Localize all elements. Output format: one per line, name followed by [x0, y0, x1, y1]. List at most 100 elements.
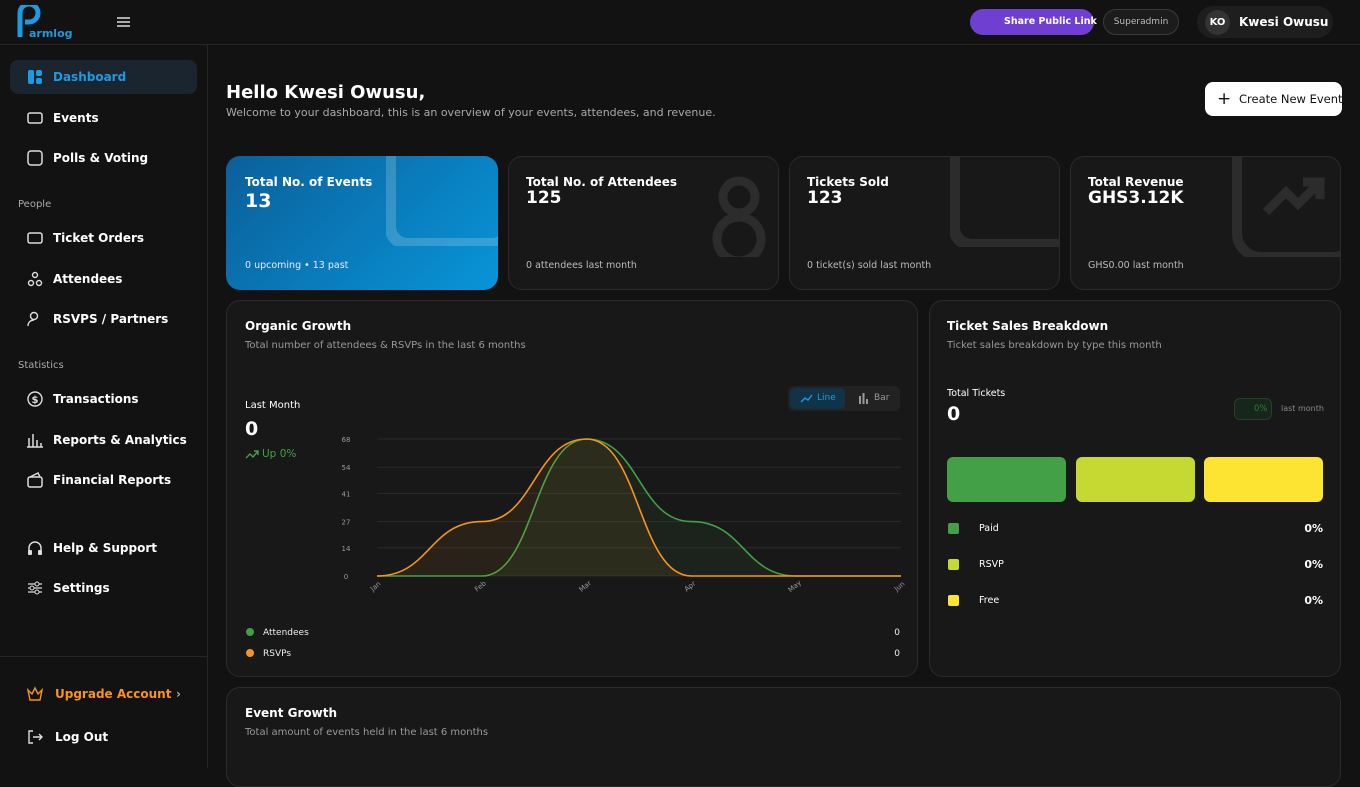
y-tick-label: 14	[342, 545, 351, 553]
chart: 0 14 27 41 54 68 Jan Feb Mar Apr May Jun Attendees 0 R…	[246, 436, 906, 659]
type-block	[1204, 457, 1323, 502]
series-line	[376, 438, 901, 577]
menu-button[interactable]	[117, 16, 131, 28]
stat-label: Total No. of Events	[245, 175, 373, 189]
logout-button[interactable]: Log Out	[10, 720, 197, 754]
last-month-label: Last Month	[245, 400, 301, 411]
x-tick-label: Mar	[578, 579, 593, 594]
stat-card	[508, 156, 779, 290]
nav-item[interactable]: Reports & Analytics	[10, 423, 197, 457]
stat-card	[226, 156, 498, 290]
stat-card	[1070, 156, 1341, 290]
toggle-label: Line	[817, 393, 836, 403]
stat-value: 125	[526, 188, 562, 208]
total-label: Total Tickets	[947, 388, 1006, 399]
legend-swatch	[246, 649, 254, 657]
nav-item[interactable]: Dashboard	[10, 60, 197, 94]
nav-label: Reports & Analytics	[53, 433, 187, 447]
toggle-line[interactable]: Line	[790, 388, 845, 409]
change-label: Up 0%	[262, 448, 297, 460]
nav-label: Help & Support	[53, 541, 157, 555]
stat-value: 13	[245, 190, 272, 212]
svg-text:$: $	[32, 395, 39, 406]
stat-label: Total No. of Attendees	[526, 175, 678, 189]
trend-icon	[245, 450, 259, 459]
nav-label: Transactions	[53, 392, 139, 406]
card-title: Organic Growth	[245, 319, 352, 333]
role-badge: Superadmin	[1103, 9, 1179, 35]
stat-label: Total Revenue	[1088, 175, 1184, 189]
badge-label: 0%	[1254, 404, 1268, 414]
button-label: Create New Event	[1239, 92, 1343, 106]
upgrade-button[interactable]: Upgrade Account ›	[10, 677, 197, 711]
nav-item[interactable]: Attendees	[10, 262, 197, 296]
logo-icon	[17, 5, 41, 37]
nav-label: Polls & Voting	[53, 151, 149, 165]
badge-note: last month	[1281, 404, 1324, 413]
nav-label: Dashboard	[53, 70, 127, 84]
card-subtitle: Ticket sales breakdown by type this mont…	[947, 340, 1162, 351]
type-value: 0%	[1304, 558, 1323, 571]
nav-label: Financial Reports	[53, 473, 172, 487]
y-tick-label: 68	[342, 436, 351, 444]
type-swatch	[948, 559, 959, 570]
card-subtitle: Total number of attendees & RSVPs in the…	[245, 340, 526, 351]
nav-item[interactable]: RSVPS / Partners	[10, 302, 197, 336]
organic-card: 0 14 27 41 54 68 Jan Feb Mar Apr May Jun Attendees 0 R…	[226, 300, 918, 677]
x-tick-label: Jan	[368, 580, 382, 594]
card-title: Ticket Sales Breakdown	[947, 319, 1109, 333]
x-tick-label: Feb	[473, 579, 488, 593]
legend-total: 0	[894, 649, 900, 659]
type-value: 0%	[1304, 522, 1323, 535]
type-value: 0%	[1304, 594, 1323, 607]
type-swatch	[948, 523, 959, 534]
legend-swatch	[246, 628, 254, 636]
nav-label: Ticket Orders	[53, 231, 145, 245]
toggle-bar[interactable]: Bar	[874, 393, 890, 403]
last-month-value: 0	[245, 418, 259, 440]
y-tick-label: 27	[342, 519, 351, 527]
nav-item[interactable]: Events	[10, 101, 197, 135]
type-name: RSVP	[979, 559, 1004, 570]
nav-item[interactable]: Polls & Voting	[10, 141, 197, 175]
topbar	[0, 0, 1360, 45]
stat-note: 0 attendees last month	[526, 260, 637, 271]
share-button[interactable]: Share Public Link	[970, 9, 1097, 35]
stat-card	[789, 156, 1060, 290]
greeting-subtitle: Welcome to your dashboard, this is an ov…	[226, 106, 716, 119]
divider	[0, 656, 207, 657]
stat-note: GHS0.00 last month	[1088, 260, 1184, 271]
x-tick-label: May	[787, 579, 803, 594]
type-block	[947, 457, 1066, 502]
nav-item[interactable]: Ticket Orders	[10, 221, 197, 255]
nav-label: Attendees	[53, 272, 123, 286]
card-subtitle: Total amount of events held in the last …	[245, 727, 489, 738]
nav-label: RSVPS / Partners	[53, 312, 169, 326]
logo-text: armlog	[29, 27, 73, 40]
stat-note: 0 ticket(s) sold last month	[807, 260, 932, 271]
nav-item[interactable]: Settings	[10, 571, 197, 605]
nav-label: Settings	[53, 581, 110, 595]
stat-note: 0 upcoming • 13 past	[245, 260, 349, 271]
nav-item[interactable]: $ Transactions	[10, 382, 197, 416]
y-tick-label: 0	[344, 573, 348, 581]
legend-label: RSVPs	[263, 649, 291, 659]
x-tick-label: Apr	[683, 579, 698, 593]
stat-label: Tickets Sold	[807, 175, 889, 189]
avatar: KO	[1205, 10, 1230, 35]
create-event-button[interactable]: + Create New Event	[1205, 82, 1343, 116]
nav-label: Upgrade Account	[55, 687, 172, 701]
type-block	[1075, 457, 1195, 502]
nav-item[interactable]: Financial Reports	[10, 463, 197, 497]
user-name: Kwesi Owusu	[1239, 15, 1329, 29]
legend-total: 0	[894, 628, 900, 638]
type-name: Paid	[979, 523, 999, 534]
section-title: Statistics	[18, 360, 64, 371]
legend-label: Attendees	[263, 628, 309, 638]
nav-item[interactable]: Help & Support	[10, 531, 197, 565]
stat-value: GHS3.12K	[1088, 188, 1184, 208]
stat-value: 123	[807, 188, 843, 208]
y-tick-label: 54	[342, 464, 351, 472]
x-tick-label: Jun	[892, 580, 906, 594]
